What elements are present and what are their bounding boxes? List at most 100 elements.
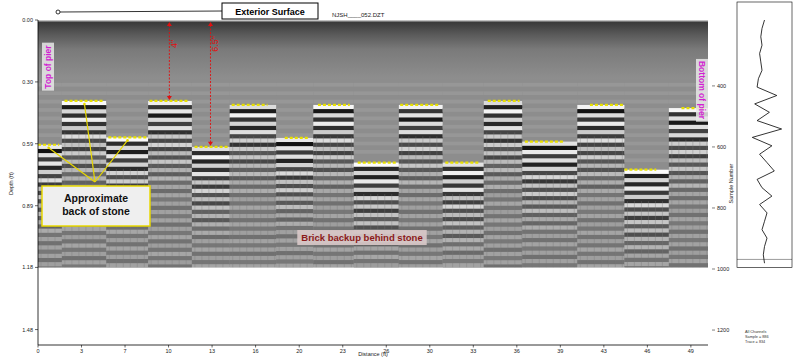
reflection-band <box>443 163 484 167</box>
reflection-band <box>313 189 353 193</box>
y-tick-label: 0.59 <box>22 141 33 147</box>
reflection-band <box>192 214 230 218</box>
reflection-band <box>313 206 353 210</box>
texture <box>415 136 416 267</box>
reflection-band <box>522 217 577 221</box>
texture <box>627 201 628 267</box>
reflection-band <box>669 150 708 154</box>
chart: 0.000.300.590.891.181.480371013162023263… <box>0 0 795 357</box>
texture <box>500 132 501 267</box>
reflection-band <box>313 143 353 147</box>
texture <box>577 91 624 95</box>
reflection-band <box>399 143 443 147</box>
reflection-band <box>276 142 313 146</box>
reflection-band <box>484 134 522 138</box>
reflection-band <box>399 172 443 176</box>
reflection-band <box>522 154 577 158</box>
x-tick-label: 0 <box>36 348 39 354</box>
reflection-band <box>522 179 577 183</box>
reflection-band <box>484 244 522 248</box>
reflection-band <box>624 174 668 178</box>
reflection-band <box>399 218 443 222</box>
reflection-band <box>484 105 522 109</box>
reflection-band <box>276 155 313 159</box>
reflection-band <box>230 248 276 252</box>
reflection-band <box>106 175 148 179</box>
reflection-band <box>443 200 484 204</box>
texture <box>662 201 663 267</box>
record-background <box>38 20 708 267</box>
reflection-band <box>106 263 148 267</box>
reflection-band <box>313 113 353 117</box>
reflection-band <box>192 210 230 214</box>
y-tick <box>35 267 38 268</box>
y2-tick <box>712 269 715 270</box>
texture <box>300 169 301 267</box>
reflection-band <box>669 263 708 267</box>
reflection-band <box>192 151 230 155</box>
reflection-band <box>624 170 668 174</box>
reflection-band <box>276 218 313 222</box>
reflection-band <box>230 256 276 260</box>
pier-label: Top of pier <box>43 45 53 89</box>
texture <box>267 136 268 267</box>
reflection-band <box>148 105 192 109</box>
reflection-band <box>148 130 192 134</box>
reflection-band <box>38 229 62 233</box>
reflection-band <box>443 205 484 209</box>
x-axis <box>38 345 708 346</box>
reflection-band <box>106 267 148 268</box>
texture <box>443 133 484 137</box>
texture <box>179 132 180 267</box>
reflection-band <box>148 118 192 122</box>
reflection-band <box>192 206 230 210</box>
reflection-band <box>484 214 522 218</box>
texture <box>354 116 399 120</box>
reflection-band <box>313 151 353 155</box>
stone-back <box>488 100 520 102</box>
reflection-band <box>313 252 353 256</box>
reflection-band <box>230 155 276 159</box>
thickness-arrow <box>169 25 170 97</box>
texture <box>351 136 352 267</box>
texture <box>678 140 679 268</box>
y2-tick <box>712 146 715 147</box>
reflection-band <box>148 151 192 155</box>
reflection-band <box>106 167 148 171</box>
back-of-stone-label: Approximateback of stone <box>62 192 130 217</box>
texture <box>354 108 399 112</box>
texture <box>624 91 668 95</box>
reflection-band <box>192 260 230 264</box>
reflection-band <box>669 205 708 209</box>
texture <box>452 194 453 267</box>
reflection-band <box>577 122 624 126</box>
texture <box>522 91 577 95</box>
y-tick <box>35 143 38 144</box>
reflection-band <box>669 209 708 213</box>
reflection-band <box>313 260 353 264</box>
reflection-band <box>276 150 313 154</box>
reflection-band <box>230 126 276 130</box>
reflection-band <box>399 105 443 109</box>
reflection-band <box>443 175 484 179</box>
pier-label-bg <box>696 59 708 122</box>
y2-tick-label: 1000 <box>717 266 729 272</box>
label-line: Approximate <box>64 192 128 204</box>
reflection-band <box>669 146 708 150</box>
y-tick <box>35 81 38 82</box>
x-tick-label: 49 <box>688 348 694 354</box>
reflection-band <box>399 155 443 159</box>
reflection-band <box>669 179 708 183</box>
reflection-band <box>148 256 192 260</box>
texture <box>443 150 484 154</box>
reflection-band <box>230 264 276 267</box>
reflection-band <box>313 180 353 184</box>
texture <box>624 100 668 104</box>
reflection-band <box>192 218 230 222</box>
trace-line <box>752 20 781 263</box>
texture <box>539 173 540 267</box>
y2-tick-label: 1200 <box>717 327 729 333</box>
reflection-band <box>522 234 577 238</box>
reflection-band <box>522 163 577 167</box>
reflection-band <box>669 246 708 250</box>
